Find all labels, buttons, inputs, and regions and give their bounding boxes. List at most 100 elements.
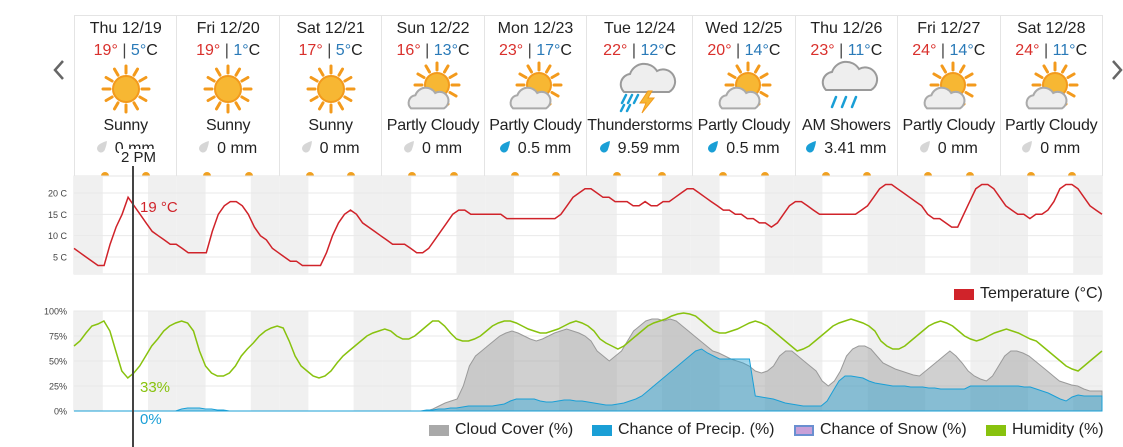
- sunrise-marker: [305, 172, 314, 176]
- day-precipitation: 0.5 mm: [485, 137, 586, 161]
- temp-separator: |: [1043, 42, 1049, 59]
- day-precipitation: 0.5 mm: [693, 137, 794, 161]
- sunset-marker: [142, 172, 151, 176]
- temp-unit: C: [1075, 42, 1088, 59]
- sunset-marker: [552, 172, 561, 176]
- day-temperatures: 22° | 12°C: [587, 40, 692, 62]
- temp-separator: |: [631, 42, 636, 59]
- day-card[interactable]: Mon 12/23 23° | 17°C Partly Cloudy 0.5 m…: [485, 16, 588, 176]
- sun-icon: [200, 64, 256, 115]
- precip-amount: 9.59 mm: [617, 140, 680, 157]
- day-precipitation: 3.41 mm: [796, 137, 897, 161]
- legend-cloud-cover: Cloud Cover (%): [429, 421, 573, 439]
- day-temperatures: 19° | 5°C: [75, 40, 176, 62]
- high-temp: 24°: [912, 42, 937, 59]
- sunset-marker: [347, 172, 356, 176]
- legend-temperature: Temperature (°C): [954, 285, 1103, 303]
- day-condition: Thunderstorms: [587, 117, 693, 134]
- percent-axis-tick: 0%: [54, 407, 67, 417]
- percent-axis-tick: 75%: [49, 332, 67, 342]
- legend-label-temperature: Temperature (°C): [980, 285, 1103, 302]
- thunderstorm-icon: [612, 62, 676, 115]
- day-date: Sat 12/28: [1016, 20, 1086, 37]
- raindrop-icon: [199, 137, 211, 161]
- day-condition: Sunny: [308, 117, 353, 134]
- daily-forecast-strip: Thu 12/19 19° | 5°C Sunny 0 mm Fri 12/20…: [74, 15, 1103, 176]
- sunrise-marker: [719, 172, 728, 176]
- day-condition: Partly Cloudy: [386, 117, 480, 134]
- day-card[interactable]: Fri 12/27 24° | 14°C Partly Cloudy 0 mm: [898, 16, 1001, 176]
- high-temp: 22°: [603, 42, 628, 59]
- day-temperatures: 24° | 11°C: [1001, 40, 1102, 62]
- precip-amount: 0 mm: [937, 140, 978, 157]
- next-arrow-icon[interactable]: [1107, 56, 1123, 84]
- day-card[interactable]: Sat 12/28 24° | 11°C Partly Cloudy 0 mm: [1001, 16, 1103, 176]
- raindrop-icon: [404, 137, 416, 161]
- temp-unit: C: [457, 42, 470, 59]
- precip-amount: 0 mm: [319, 140, 360, 157]
- sunrise-marker: [408, 172, 417, 176]
- precip-amount: 0.5 mm: [517, 140, 572, 157]
- low-temp: 1°: [233, 42, 249, 59]
- legend-label-cloud: Cloud Cover (%): [455, 421, 574, 438]
- day-precipitation: 9.59 mm: [587, 137, 692, 161]
- raindrop-icon: [499, 137, 512, 161]
- temp-unit: C: [248, 42, 261, 59]
- day-card[interactable]: Sun 12/22 16° | 13°C Partly Cloudy 0 mm: [382, 16, 485, 176]
- raindrop-icon: [96, 137, 109, 161]
- temp-separator: |: [327, 42, 332, 59]
- temp-axis-tick: 10 C: [48, 231, 68, 241]
- sunrise-marker: [101, 172, 109, 176]
- sunset-marker: [760, 172, 769, 176]
- raindrop-icon: [708, 137, 720, 161]
- day-precipitation: 0 mm: [898, 137, 999, 161]
- temperature-line: [73, 183, 1103, 267]
- temp-separator: |: [224, 42, 229, 59]
- rain-cloud-icon: [818, 60, 879, 115]
- sunrise-marker: [203, 172, 212, 176]
- cursor-precip-label: 0%: [140, 411, 162, 428]
- legend-humidity: Humidity (%): [986, 421, 1104, 439]
- day-condition: Sunny: [103, 117, 149, 134]
- legend-label-snow: Chance of Snow (%): [820, 421, 967, 438]
- legend-label-humidity: Humidity (%): [1012, 421, 1104, 438]
- temp-axis-tick: 20 C: [48, 189, 68, 199]
- legend-swatch-snow: [794, 424, 814, 436]
- legend-swatch-precip: [592, 424, 612, 436]
- precip-amount: 0.5 mm: [726, 140, 780, 157]
- time-cursor-line[interactable]: [132, 166, 134, 447]
- temp-separator: |: [527, 42, 532, 59]
- day-temperatures: 16° | 13°C: [382, 40, 483, 62]
- precip-amount: 3.41 mm: [824, 140, 887, 157]
- temp-separator: |: [425, 42, 430, 59]
- sunset-marker: [449, 172, 458, 176]
- partly-cloudy-icon: [405, 61, 461, 115]
- cursor-humidity-label: 33%: [140, 379, 170, 396]
- precip-chance-area: [74, 348, 1103, 412]
- legend-precip: Chance of Precip. (%): [592, 421, 775, 439]
- low-temp: 14°: [744, 42, 769, 59]
- day-temperatures: 23° | 11°C: [796, 40, 897, 62]
- day-card[interactable]: Fri 12/20 19° | 1°C Sunny 0 mm: [177, 16, 280, 176]
- low-temp: 17°: [536, 42, 561, 59]
- sun-icon: [303, 64, 359, 115]
- day-date: Fri 12/20: [196, 20, 260, 37]
- day-card[interactable]: Wed 12/25 20° | 14°C Partly Cloudy 0.5 m…: [693, 16, 796, 176]
- day-date: Sat 12/21: [296, 20, 365, 37]
- sunset-marker: [658, 172, 667, 176]
- day-card[interactable]: Sat 12/21 17° | 5°C Sunny 0 mm: [280, 16, 383, 176]
- day-card[interactable]: Thu 12/19 19° | 5°C Sunny 0 mm: [75, 16, 178, 176]
- legend-swatch-cloud: [429, 424, 449, 436]
- previous-arrow-icon[interactable]: [49, 56, 69, 84]
- day-date: Tue 12/24: [603, 20, 676, 37]
- sunset-marker: [863, 172, 872, 176]
- raindrop-icon: [599, 137, 612, 161]
- high-temp: 24°: [1015, 42, 1040, 59]
- day-date: Fri 12/27: [917, 20, 981, 37]
- cursor-time-label: 2 PM: [119, 149, 159, 166]
- high-temp: 17°: [298, 42, 323, 59]
- temp-separator: |: [736, 42, 741, 59]
- sun-icon: [98, 64, 154, 115]
- day-card[interactable]: Tue 12/24 22° | 12°C Thunderstorms 9.59 …: [587, 16, 694, 176]
- day-card[interactable]: Thu 12/26 23° | 11°C AM Showers 3.41 mm: [796, 16, 899, 176]
